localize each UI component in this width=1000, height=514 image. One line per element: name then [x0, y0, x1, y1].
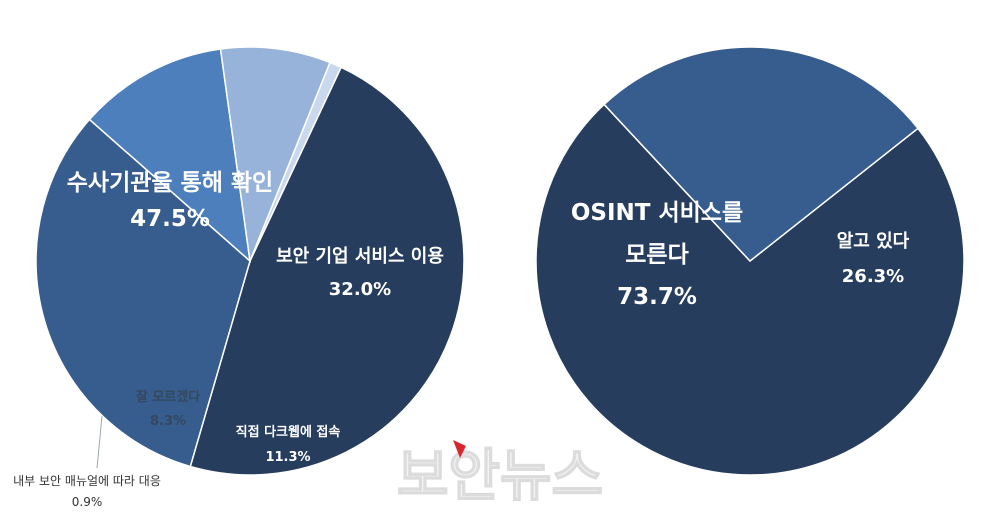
- pie2-slice-1: [603, 46, 919, 263]
- slice-label-dont-know: 잘 모르겠다: [136, 389, 200, 405]
- slice-label-security-service: 보안 기업 서비스 이용: [276, 246, 444, 267]
- watermark-red-mark: [453, 440, 466, 458]
- pie2-slice-0: [535, 103, 965, 476]
- slice-label-internal-manual: 내부 보안 매뉴얼에 따라 대응: [13, 474, 161, 488]
- slice-label-osint-unknown-line1: OSINT 서비스를: [571, 200, 743, 226]
- slice-label-dark-web-access: 직접 다크웹에 접속: [236, 424, 341, 440]
- pie-chart-osint-awareness: [535, 46, 965, 476]
- pie1-slice-1: [35, 118, 251, 468]
- slice-value-dont-know: 8.3%: [150, 414, 186, 429]
- slice-label-investigation: 수사기관을 통해 확인: [67, 170, 273, 196]
- slice-label-osint-unknown-line2: 모른다: [625, 242, 688, 268]
- slice-label-osint-known: 알고 있다: [837, 231, 910, 252]
- pie1-slice-4: [249, 61, 343, 262]
- pie1-slice-2: [88, 48, 252, 263]
- slice-value-dark-web-access: 11.3%: [265, 450, 310, 465]
- leader-line-manual: [96, 415, 103, 469]
- slice-value-osint-unknown: 73.7%: [617, 284, 697, 310]
- watermark-text: 보안뉴스: [397, 444, 603, 509]
- pie1-slice-3: [219, 46, 332, 264]
- slice-value-investigation: 47.5%: [130, 206, 210, 232]
- watermark-logo: 보안뉴스: [396, 440, 604, 510]
- slice-value-osint-known: 26.3%: [842, 266, 904, 287]
- slice-value-internal-manual: 0.9%: [72, 495, 103, 509]
- pie1-slice-0: [189, 66, 465, 476]
- slice-value-security-service: 32.0%: [329, 279, 391, 300]
- pie-chart-dark-web-response: [35, 46, 465, 476]
